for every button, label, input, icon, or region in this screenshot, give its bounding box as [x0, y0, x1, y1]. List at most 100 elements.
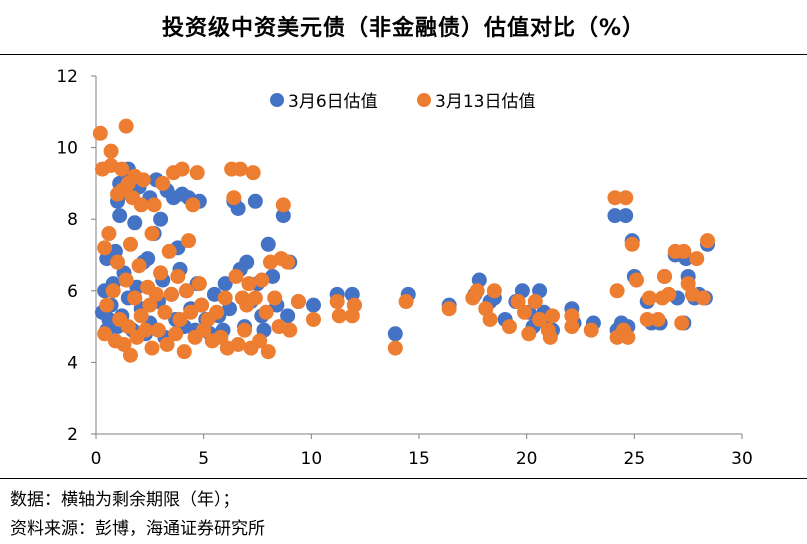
point-3-13	[161, 243, 177, 259]
y-tick-label: 10	[56, 139, 78, 159]
point-3-13	[583, 322, 599, 338]
point-3-13	[639, 311, 655, 327]
x-tick-labels: 0 5 10 15 20 25 30	[91, 449, 753, 469]
y-tick-label: 4	[67, 353, 78, 373]
point-3-13	[174, 161, 190, 177]
point-3-13	[135, 172, 151, 188]
point-3-13	[226, 190, 242, 206]
point-3-13	[159, 337, 175, 352]
note-source: 资料来源：彭博，海通证券研究所	[10, 519, 265, 539]
point-3-13	[482, 311, 498, 327]
point-3-13	[209, 304, 225, 320]
point-3-13	[172, 311, 188, 327]
point-3-13	[163, 286, 179, 302]
point-3-13	[331, 308, 347, 324]
point-3-13	[676, 243, 692, 259]
point-3-13	[260, 344, 276, 360]
point-3-13	[661, 286, 677, 302]
point-3-13	[305, 311, 321, 327]
point-3-13	[181, 233, 197, 249]
point-3-13	[228, 268, 244, 284]
y-tick-label: 12	[56, 67, 78, 87]
point-3-13	[131, 258, 147, 274]
point-3-6	[280, 308, 296, 324]
point-3-13	[148, 286, 164, 302]
point-3-13	[97, 240, 113, 256]
axes	[91, 75, 743, 439]
point-3-13	[441, 301, 457, 317]
point-3-6	[275, 208, 291, 224]
x-tick-label: 25	[624, 449, 646, 469]
series-3-13-points	[92, 118, 716, 363]
point-3-13	[618, 190, 634, 206]
point-3-13	[114, 161, 130, 177]
y-tick-labels: 2 4 6 8 10 12	[56, 67, 78, 445]
point-3-13	[290, 294, 306, 310]
point-3-13	[146, 197, 162, 213]
point-3-13	[346, 297, 362, 313]
point-3-13	[189, 165, 205, 181]
point-3-13	[650, 311, 666, 327]
x-tick-label: 10	[301, 449, 323, 469]
point-3-13	[609, 283, 625, 299]
legend: 3月6日估值 3月13日估值	[270, 92, 535, 112]
point-3-13	[157, 304, 173, 320]
point-3-13	[545, 308, 561, 324]
point-3-13	[620, 329, 636, 345]
point-3-13	[176, 344, 192, 360]
point-3-13	[191, 276, 207, 292]
point-3-13	[469, 283, 485, 299]
point-3-13	[183, 304, 199, 320]
point-3-13	[258, 304, 274, 320]
point-3-13	[103, 143, 119, 159]
point-3-13	[185, 197, 201, 213]
point-3-6	[127, 215, 143, 231]
point-3-13	[105, 283, 121, 299]
point-3-13	[138, 322, 154, 338]
point-3-13	[245, 165, 261, 181]
x-tick-label: 20	[516, 449, 538, 469]
y-tick-label: 2	[67, 425, 78, 445]
point-3-13	[564, 319, 580, 335]
point-3-13	[282, 322, 298, 338]
point-3-13	[168, 326, 184, 342]
point-3-13	[532, 311, 548, 327]
legend-marker-3-13	[417, 93, 431, 107]
point-3-13	[527, 294, 543, 310]
point-3-13	[237, 322, 253, 338]
y-tick-label: 6	[67, 282, 78, 302]
point-3-13	[329, 294, 345, 310]
point-3-13	[275, 197, 291, 213]
point-3-6	[618, 208, 634, 224]
point-3-13	[700, 233, 716, 249]
point-3-13	[133, 197, 149, 213]
note-axis: 数据：横轴为剩余期限（年）；	[10, 490, 240, 510]
point-3-13	[695, 290, 711, 306]
point-3-6	[260, 236, 276, 252]
y-tick-label: 8	[67, 210, 78, 230]
point-3-13	[486, 283, 502, 299]
point-3-6	[607, 208, 623, 224]
x-tick-label: 15	[408, 449, 430, 469]
point-3-13	[150, 322, 166, 338]
point-3-13	[92, 125, 108, 141]
legend-label-3-6: 3月6日估值	[288, 92, 378, 112]
point-3-13	[674, 315, 690, 331]
x-tick-label: 5	[198, 449, 209, 469]
point-3-13	[252, 333, 268, 349]
point-3-13	[689, 251, 705, 267]
point-3-13	[155, 175, 171, 191]
point-3-13	[99, 297, 115, 313]
point-3-13	[624, 236, 640, 252]
footer-divider	[0, 478, 807, 479]
point-3-13	[387, 340, 403, 356]
title-divider	[0, 54, 807, 55]
point-3-13	[656, 268, 672, 284]
point-3-13	[97, 326, 113, 342]
x-tick-label: 0	[91, 449, 102, 469]
point-3-13	[118, 118, 134, 134]
point-3-13	[564, 308, 580, 324]
point-3-13	[232, 161, 248, 177]
point-3-6	[217, 276, 233, 292]
legend-label-3-13: 3月13日估值	[435, 92, 535, 112]
